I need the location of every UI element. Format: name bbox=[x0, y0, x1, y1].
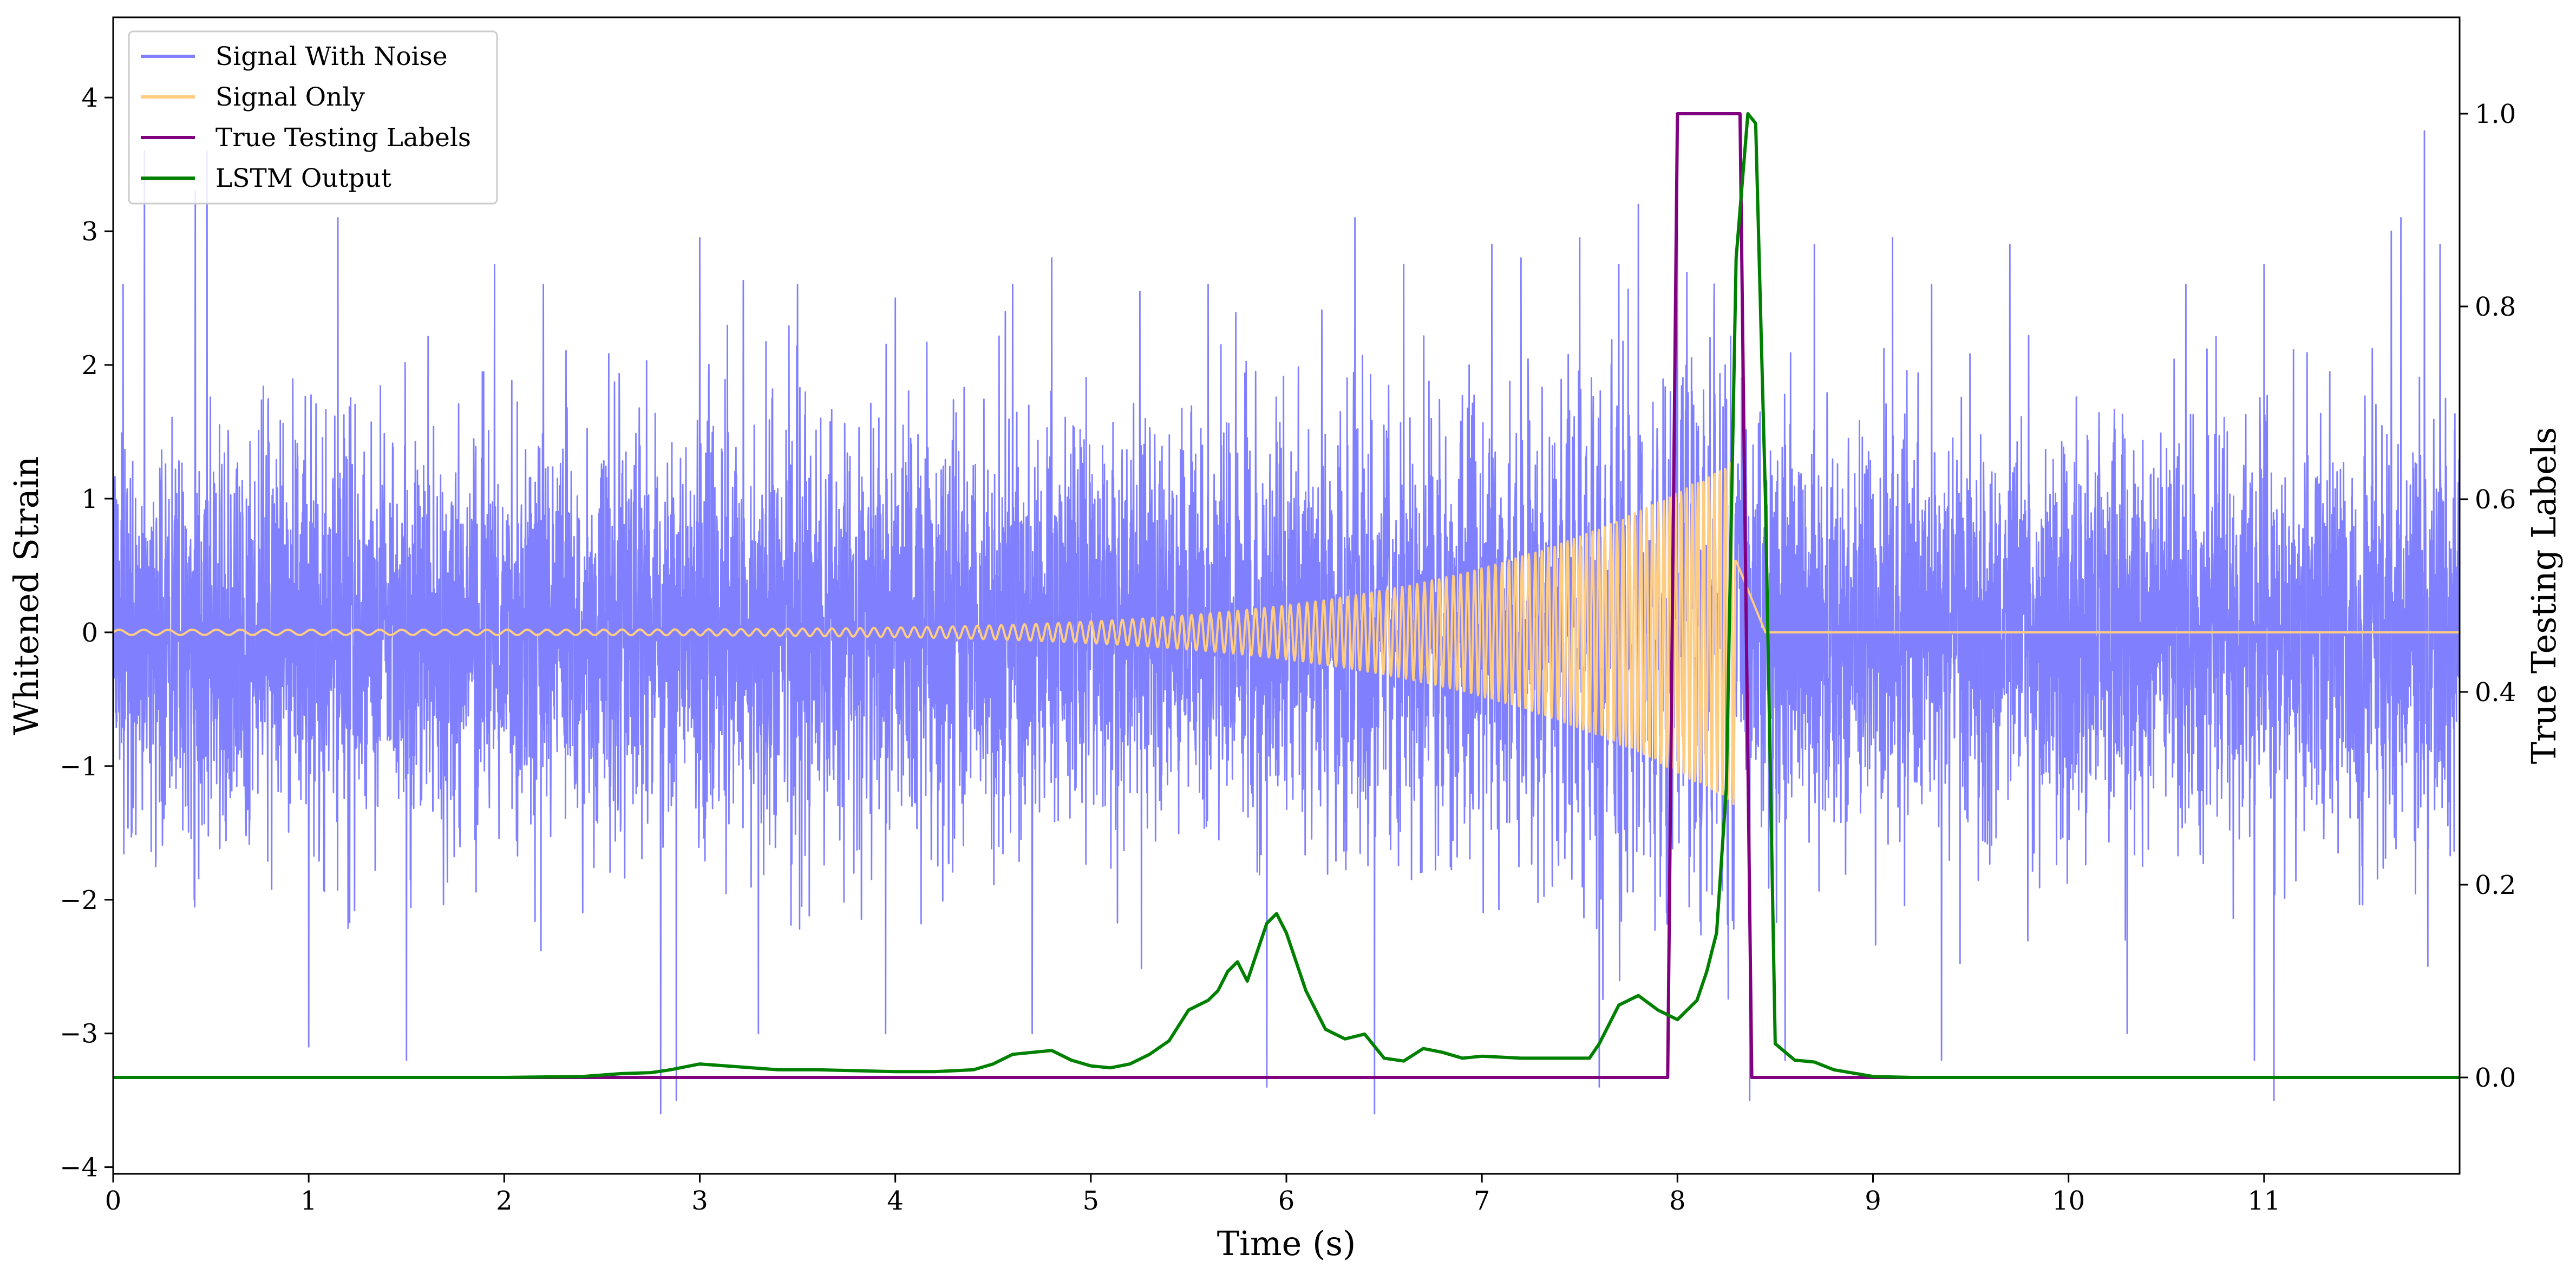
y-tick-label-1: 1 bbox=[81, 484, 98, 514]
lstm-output-series bbox=[113, 112, 2460, 1079]
x-tick-label-5: 5 bbox=[1083, 1186, 1100, 1216]
y2-tick-label-0-2: 0.2 bbox=[2475, 870, 2516, 900]
signal-only-series bbox=[112, 462, 2461, 806]
x-tick-label-0: 0 bbox=[105, 1186, 122, 1216]
y2-axis-label: True Testing Labels bbox=[2524, 427, 2564, 765]
legend-label-signal-only: Signal Only bbox=[215, 82, 365, 112]
y2-axis-ticks: 0.0 0.2 0.4 0.6 0.8 1.0 bbox=[2460, 99, 2516, 1093]
x-tick-label-3: 3 bbox=[691, 1186, 708, 1216]
signal-with-noise-line bbox=[112, 130, 2461, 1115]
legend-box bbox=[128, 30, 498, 205]
x-tick-label-2: 2 bbox=[496, 1186, 513, 1216]
x-tick-label-11: 11 bbox=[2247, 1186, 2280, 1216]
y2-tick-label-1-0: 1.0 bbox=[2475, 99, 2516, 129]
legend-label-signal-with-noise: Signal With Noise bbox=[215, 42, 448, 71]
y2-tick-label-0-6: 0.6 bbox=[2475, 485, 2516, 515]
y2-tick-label-0-4: 0.4 bbox=[2475, 677, 2516, 708]
x-tick-label-9: 9 bbox=[1865, 1186, 1881, 1216]
legend-label-true-testing-labels: True Testing Labels bbox=[215, 123, 471, 153]
y-axis-ticks: −4 −3 −2 −1 0 1 2 3 4 bbox=[60, 83, 113, 1183]
y2-tick-label-0-0: 0.0 bbox=[2475, 1063, 2516, 1093]
y-tick-label-0: 0 bbox=[81, 618, 98, 648]
y-tick-label--3: −3 bbox=[60, 1019, 98, 1049]
signal-only-line bbox=[112, 462, 2461, 806]
lstm-output-line bbox=[113, 112, 2460, 1079]
y2-tick-label-0-8: 0.8 bbox=[2475, 292, 2516, 322]
x-tick-label-1: 1 bbox=[300, 1186, 317, 1216]
legend-label-lstm-output: LSTM Output bbox=[215, 164, 391, 193]
y-tick-label-3: 3 bbox=[81, 217, 98, 247]
legend: Signal With Noise Signal Only True Testi… bbox=[128, 30, 498, 205]
x-tick-label-4: 4 bbox=[887, 1186, 904, 1216]
y-tick-label--2: −2 bbox=[60, 885, 98, 916]
signal-with-noise-series bbox=[112, 130, 2461, 1115]
y-tick-label--1: −1 bbox=[60, 752, 98, 782]
y-tick-label--4: −4 bbox=[60, 1153, 98, 1183]
x-tick-label-6: 6 bbox=[1278, 1186, 1295, 1216]
x-tick-label-7: 7 bbox=[1474, 1186, 1490, 1216]
x-tick-label-10: 10 bbox=[2052, 1186, 2085, 1216]
y-tick-label-2: 2 bbox=[81, 350, 98, 381]
x-axis-label: Time (s) bbox=[1217, 1224, 1356, 1263]
x-axis-ticks: 0 1 2 3 4 5 6 7 8 9 10 11 bbox=[105, 1174, 2280, 1216]
y-tick-label-4: 4 bbox=[81, 83, 98, 113]
x-tick-label-8: 8 bbox=[1669, 1186, 1686, 1216]
y-axis-label: Whitened Strain bbox=[6, 456, 46, 735]
